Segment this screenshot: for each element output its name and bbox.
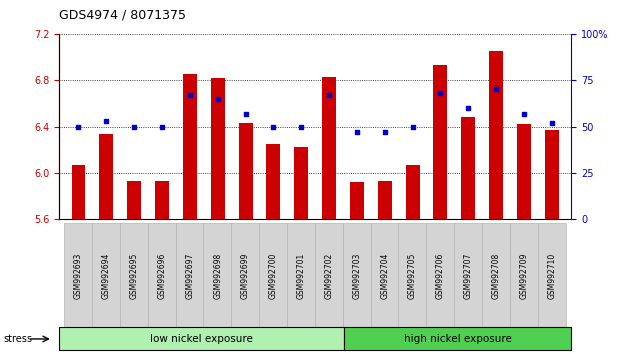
Text: GSM992702: GSM992702 [325,253,333,299]
Text: GSM992710: GSM992710 [547,253,556,299]
Point [240,111,250,116]
Text: GSM992707: GSM992707 [464,253,473,299]
Text: GSM992706: GSM992706 [436,253,445,299]
Point [296,124,306,129]
Point [157,124,167,129]
Text: GSM992703: GSM992703 [353,253,361,299]
Point [101,118,111,124]
Text: GSM992698: GSM992698 [213,253,222,299]
Point [129,124,139,129]
Text: low nickel exposure: low nickel exposure [150,334,253,344]
Point [491,86,501,92]
Bar [294,148,308,219]
Bar [266,144,280,219]
Text: high nickel exposure: high nickel exposure [404,334,512,344]
Bar [461,117,475,219]
Point [352,129,362,135]
Text: GSM992705: GSM992705 [408,253,417,299]
Text: GSM992709: GSM992709 [520,253,528,299]
Bar [378,181,392,219]
Text: GSM992704: GSM992704 [380,253,389,299]
Text: GSM992701: GSM992701 [297,253,306,299]
Bar [155,181,169,219]
Point [185,92,195,98]
Text: stress: stress [3,334,32,344]
Bar [406,165,420,219]
Point [519,111,529,116]
Bar [71,165,86,219]
Point [324,92,334,98]
Point [380,129,390,135]
Bar [433,65,447,219]
Point [463,105,473,111]
Point [213,96,223,102]
Bar [238,123,253,219]
Point [547,120,557,126]
Bar [350,182,364,219]
Bar [211,78,225,219]
Point [268,124,278,129]
Text: GSM992708: GSM992708 [492,253,501,299]
Bar [545,130,559,219]
Text: GSM992693: GSM992693 [74,253,83,299]
Bar [99,133,113,219]
Text: GSM992700: GSM992700 [269,253,278,299]
Bar [489,51,503,219]
Point [73,124,83,129]
Text: GSM992695: GSM992695 [130,253,138,299]
Point [435,90,445,96]
Bar [322,76,336,219]
Bar [517,124,531,219]
Bar [183,74,197,219]
Bar [127,181,141,219]
Text: GSM992699: GSM992699 [241,253,250,299]
Text: GSM992694: GSM992694 [102,253,111,299]
Text: GDS4974 / 8071375: GDS4974 / 8071375 [59,9,186,22]
Text: GSM992697: GSM992697 [185,253,194,299]
Point [407,124,417,129]
Text: GSM992696: GSM992696 [158,253,166,299]
